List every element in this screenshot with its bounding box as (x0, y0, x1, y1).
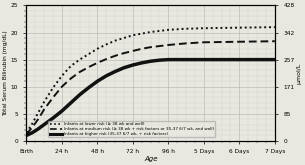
X-axis label: Age: Age (144, 156, 157, 162)
Y-axis label: Total Serum Bilirubin (mg/dL): Total Serum Bilirubin (mg/dL) (3, 30, 9, 116)
Legend: Infants at lower risk (≥ 38 wk and well), Infants at medium risk (≥ 38 wk + risk: Infants at lower risk (≥ 38 wk and well)… (48, 121, 215, 137)
Y-axis label: μmol/L: μmol/L (296, 62, 302, 84)
